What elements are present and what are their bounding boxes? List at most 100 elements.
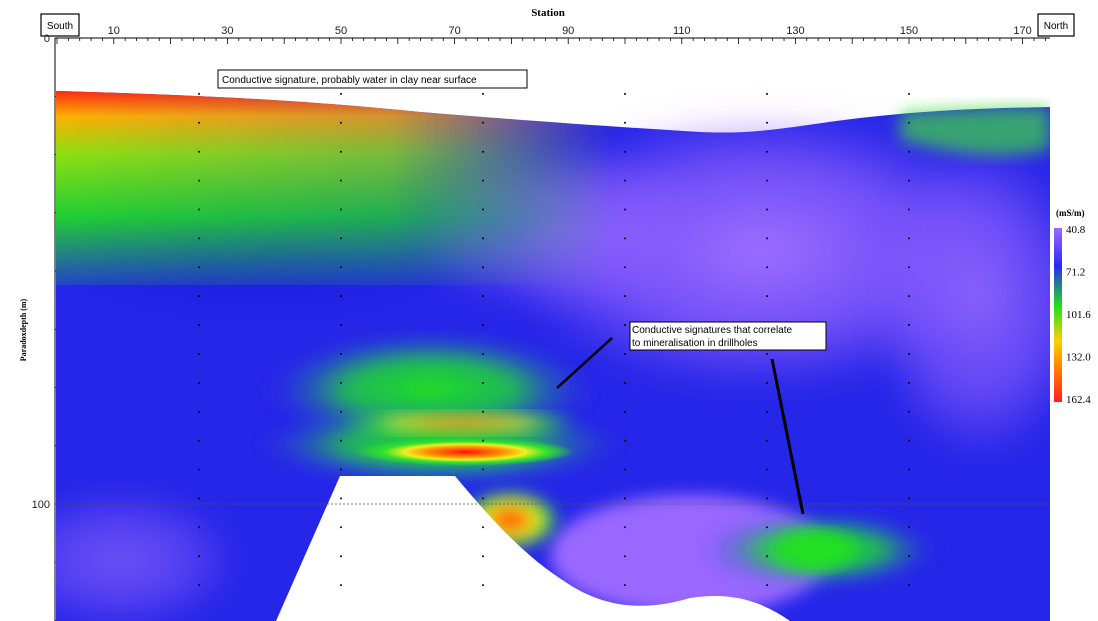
surface-conductor-right: [900, 107, 1050, 156]
station-dot: [198, 381, 200, 384]
colorbar-tick-label: 71.2: [1066, 267, 1085, 279]
station-dot: [340, 266, 342, 269]
station-dot: [624, 555, 626, 558]
station-dot: [198, 410, 200, 413]
colorbar-tick-label: 101.6: [1066, 309, 1091, 321]
station-dot: [624, 150, 626, 153]
surface-annotation: Conductive signature, probably water in …: [217, 69, 528, 89]
colorbar-tick-labels: 40.8 71.2 101.6 132.0 162.4: [1066, 224, 1091, 406]
station-dot: [908, 121, 910, 124]
station-dot: [766, 439, 768, 442]
station-dot: [908, 352, 910, 355]
station-dot: [198, 92, 200, 95]
station-dot: [482, 324, 484, 327]
station-dot: [624, 352, 626, 355]
station-dot: [624, 266, 626, 269]
drillhole-annotation: Conductive signatures that correlate to …: [556, 321, 827, 515]
station-dot: [482, 439, 484, 442]
station-dot: [198, 237, 200, 240]
station-dot: [482, 266, 484, 269]
station-dot: [908, 295, 910, 298]
station-dot: [908, 150, 910, 153]
colorbar-tick-label: 132.0: [1066, 352, 1091, 364]
station-dot: [482, 92, 484, 95]
y-axis-label: Paradoxdepth (m): [19, 298, 28, 361]
x-tick-label: 170: [1013, 25, 1031, 37]
station-dot: [766, 295, 768, 298]
station-dot: [766, 555, 768, 558]
violet-zone-right: [870, 140, 1050, 460]
station-dot: [766, 179, 768, 182]
station-dot: [766, 468, 768, 471]
station-dot: [340, 352, 342, 355]
station-dot: [908, 526, 910, 529]
station-dot: [766, 121, 768, 124]
y-tick-label: 0: [44, 33, 50, 45]
station-dot: [198, 150, 200, 153]
station-dot: [766, 92, 768, 95]
station-dots: [198, 92, 910, 587]
station-dot: [340, 555, 342, 558]
northern-conductor-core: [775, 532, 855, 568]
station-dot: [766, 584, 768, 587]
station-dot: [340, 439, 342, 442]
colorbar-tick-label: 40.8: [1066, 224, 1086, 236]
station-dot: [624, 497, 626, 500]
station-dot: [340, 92, 342, 95]
station-dot: [624, 208, 626, 211]
station-dot: [624, 324, 626, 327]
station-dot: [766, 208, 768, 211]
station-dot: [340, 381, 342, 384]
station-dot: [198, 497, 200, 500]
x-tick-label: 50: [335, 25, 347, 37]
station-dot: [624, 121, 626, 124]
station-dot: [624, 295, 626, 298]
station-dot: [766, 497, 768, 500]
station-dot: [340, 150, 342, 153]
station-dot: [624, 410, 626, 413]
y-tick-labels: 0 100: [32, 33, 50, 511]
station-dot: [908, 584, 910, 587]
station-dot: [340, 584, 342, 587]
x-tick-label: 10: [108, 25, 120, 37]
station-dot: [908, 410, 910, 413]
station-dot: [482, 584, 484, 587]
drillhole-annotation-line-2: to mineralisation in drillholes: [632, 338, 758, 349]
station-dot: [482, 497, 484, 500]
station-dot: [908, 208, 910, 211]
station-dot: [766, 526, 768, 529]
colorbar-unit: (mS/m): [1056, 208, 1085, 218]
station-dot: [624, 468, 626, 471]
station-dot: [340, 121, 342, 124]
station-dot: [624, 237, 626, 240]
station-dot: [482, 295, 484, 298]
station-dot: [482, 526, 484, 529]
colorbar-gradient: [1054, 228, 1062, 402]
station-dot: [198, 121, 200, 124]
colorbar: (mS/m) 40.8 71.2 101.6 132.0 162.4: [1054, 208, 1091, 406]
station-dot: [198, 324, 200, 327]
surface-conductor: [56, 91, 640, 300]
x-tick-label: 90: [562, 25, 574, 37]
station-dot: [766, 410, 768, 413]
station-dot: [624, 526, 626, 529]
conductivity-section: [55, 91, 1050, 621]
station-dot: [908, 555, 910, 558]
station-dot: [482, 150, 484, 153]
station-dot: [198, 295, 200, 298]
station-dot: [766, 150, 768, 153]
station-dot: [624, 92, 626, 95]
drillhole-pointer-right: [770, 358, 805, 515]
station-dot: [482, 468, 484, 471]
station-dot: [482, 410, 484, 413]
x-tick-label: 110: [673, 25, 691, 37]
station-dot: [908, 324, 910, 327]
station-dot: [766, 237, 768, 240]
drillhole-annotation-line-1: Conductive signatures that correlate: [632, 325, 793, 336]
station-dot: [766, 352, 768, 355]
station-dot: [198, 584, 200, 587]
x-minor-ticks: [56, 38, 1046, 44]
station-dot: [482, 121, 484, 124]
station-dot: [198, 266, 200, 269]
